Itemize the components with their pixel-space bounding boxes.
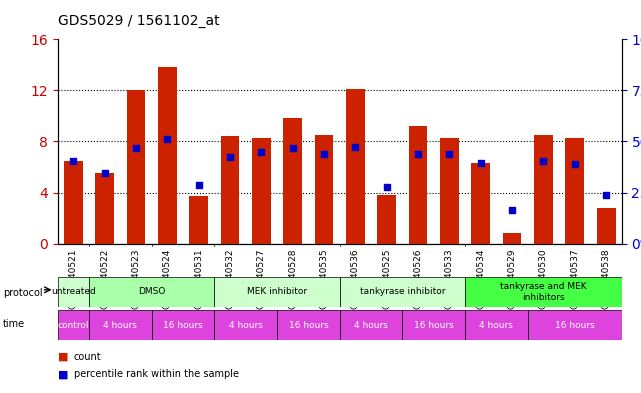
FancyBboxPatch shape <box>277 310 340 340</box>
Text: percentile rank within the sample: percentile rank within the sample <box>74 369 238 379</box>
Text: 16 hours: 16 hours <box>163 321 203 330</box>
FancyBboxPatch shape <box>465 277 622 307</box>
Text: control: control <box>58 321 89 330</box>
Bar <box>315 135 333 244</box>
Bar <box>409 126 428 244</box>
FancyBboxPatch shape <box>58 310 89 340</box>
Point <box>225 154 235 160</box>
Text: ■: ■ <box>58 352 68 362</box>
FancyBboxPatch shape <box>58 277 89 307</box>
Point <box>538 158 549 164</box>
FancyBboxPatch shape <box>340 310 403 340</box>
Point <box>350 143 360 150</box>
Text: 16 hours: 16 hours <box>288 321 328 330</box>
Point <box>413 151 423 157</box>
Point <box>444 151 454 157</box>
Bar <box>189 196 208 244</box>
Bar <box>221 136 240 244</box>
Text: GDS5029 / 1561102_at: GDS5029 / 1561102_at <box>58 13 219 28</box>
Point <box>507 207 517 213</box>
Point <box>570 161 580 167</box>
Bar <box>534 135 553 244</box>
Bar <box>346 89 365 244</box>
Bar <box>283 118 302 244</box>
Text: 4 hours: 4 hours <box>479 321 513 330</box>
FancyBboxPatch shape <box>214 310 277 340</box>
FancyBboxPatch shape <box>528 310 622 340</box>
Point <box>131 145 141 151</box>
FancyBboxPatch shape <box>89 310 152 340</box>
Text: 4 hours: 4 hours <box>229 321 263 330</box>
Point <box>288 145 298 151</box>
Bar <box>96 173 114 244</box>
Text: DMSO: DMSO <box>138 287 165 296</box>
FancyBboxPatch shape <box>340 277 465 307</box>
Point <box>68 158 78 164</box>
Text: count: count <box>74 352 101 362</box>
Point <box>256 149 267 155</box>
Text: tankyrase inhibitor: tankyrase inhibitor <box>360 287 445 296</box>
Text: 4 hours: 4 hours <box>354 321 388 330</box>
Bar <box>440 138 459 244</box>
Point <box>99 170 110 176</box>
Bar <box>378 195 396 244</box>
Text: ■: ■ <box>58 369 68 379</box>
FancyBboxPatch shape <box>465 310 528 340</box>
FancyBboxPatch shape <box>89 277 214 307</box>
FancyBboxPatch shape <box>152 310 214 340</box>
Bar <box>127 90 146 244</box>
Text: 16 hours: 16 hours <box>555 321 595 330</box>
FancyBboxPatch shape <box>214 277 340 307</box>
Text: 16 hours: 16 hours <box>414 321 454 330</box>
Text: untreated: untreated <box>51 287 96 296</box>
Text: time: time <box>3 319 26 329</box>
Text: MEK inhibitor: MEK inhibitor <box>247 287 307 296</box>
Point <box>319 151 329 157</box>
Bar <box>252 138 271 244</box>
Bar <box>64 161 83 244</box>
Text: 4 hours: 4 hours <box>103 321 137 330</box>
Bar <box>597 208 615 244</box>
Text: protocol: protocol <box>3 288 43 298</box>
Bar <box>158 67 177 244</box>
Point <box>162 136 172 142</box>
Bar <box>503 233 522 244</box>
Bar <box>471 163 490 244</box>
Point <box>194 182 204 188</box>
Point <box>601 192 612 198</box>
Bar <box>565 138 584 244</box>
Point <box>476 160 486 166</box>
Text: tankyrase and MEK
inhibitors: tankyrase and MEK inhibitors <box>500 282 587 301</box>
Point <box>381 184 392 191</box>
FancyBboxPatch shape <box>403 310 465 340</box>
